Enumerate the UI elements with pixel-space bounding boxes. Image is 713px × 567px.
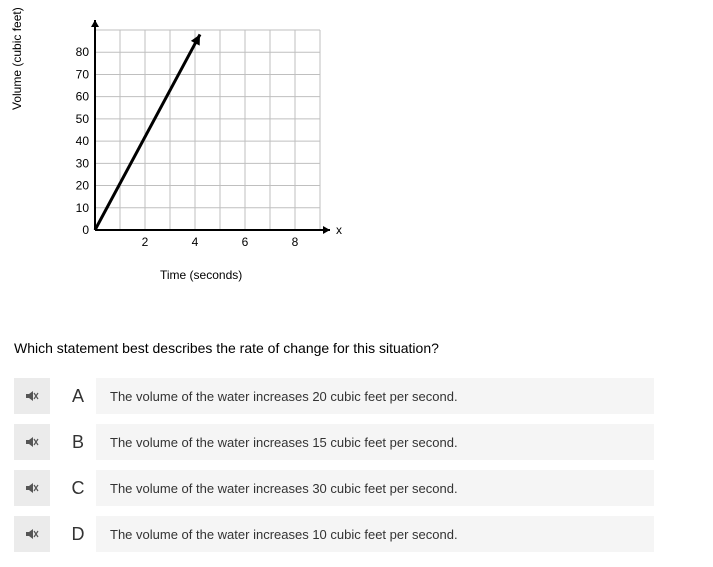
- svg-text:8: 8: [292, 235, 299, 249]
- audio-button-b[interactable]: [14, 424, 50, 460]
- svg-text:80: 80: [76, 45, 90, 59]
- svg-text:10: 10: [76, 201, 90, 215]
- options-list: A The volume of the water increases 20 c…: [14, 378, 654, 562]
- option-row-b: B The volume of the water increases 15 c…: [14, 424, 654, 460]
- option-letter-b[interactable]: B: [60, 424, 96, 460]
- option-row-c: C The volume of the water increases 30 c…: [14, 470, 654, 506]
- svg-text:60: 60: [76, 90, 90, 104]
- audio-button-a[interactable]: [14, 378, 50, 414]
- option-letter-d[interactable]: D: [60, 516, 96, 552]
- svg-text:30: 30: [76, 156, 90, 170]
- option-text-b[interactable]: The volume of the water increases 15 cub…: [96, 424, 654, 460]
- svg-text:40: 40: [76, 134, 90, 148]
- speaker-mute-icon: [24, 388, 40, 404]
- svg-text:4: 4: [192, 235, 199, 249]
- audio-button-d[interactable]: [14, 516, 50, 552]
- option-text-c[interactable]: The volume of the water increases 30 cub…: [96, 470, 654, 506]
- svg-text:20: 20: [76, 179, 90, 193]
- audio-button-c[interactable]: [14, 470, 50, 506]
- svg-text:70: 70: [76, 67, 90, 81]
- svg-text:0: 0: [82, 223, 89, 237]
- option-row-d: D The volume of the water increases 10 c…: [14, 516, 654, 552]
- speaker-mute-icon: [24, 526, 40, 542]
- svg-text:2: 2: [142, 235, 149, 249]
- svg-text:50: 50: [76, 112, 90, 126]
- option-letter-a[interactable]: A: [60, 378, 96, 414]
- chart-container: Volume (cubic feet) x0102030405060708024…: [20, 20, 380, 300]
- svg-text:6: 6: [242, 235, 249, 249]
- speaker-mute-icon: [24, 434, 40, 450]
- chart-svg: x 0 10 20 30 40 50 60 70 80 2 4 6 8: [60, 20, 360, 260]
- option-row-a: A The volume of the water increases 20 c…: [14, 378, 654, 414]
- speaker-mute-icon: [24, 480, 40, 496]
- question-text: Which statement best describes the rate …: [14, 340, 439, 356]
- x-axis-label: Time (seconds): [160, 268, 242, 282]
- option-text-a[interactable]: The volume of the water increases 20 cub…: [96, 378, 654, 414]
- option-text-d[interactable]: The volume of the water increases 10 cub…: [96, 516, 654, 552]
- y-axis-label: Volume (cubic feet): [10, 7, 24, 110]
- option-letter-c[interactable]: C: [60, 470, 96, 506]
- chart-svg-wrap: x 0 10 20 30 40 50 60 70 80 2 4 6 8: [60, 20, 360, 265]
- svg-text:x: x: [336, 223, 342, 237]
